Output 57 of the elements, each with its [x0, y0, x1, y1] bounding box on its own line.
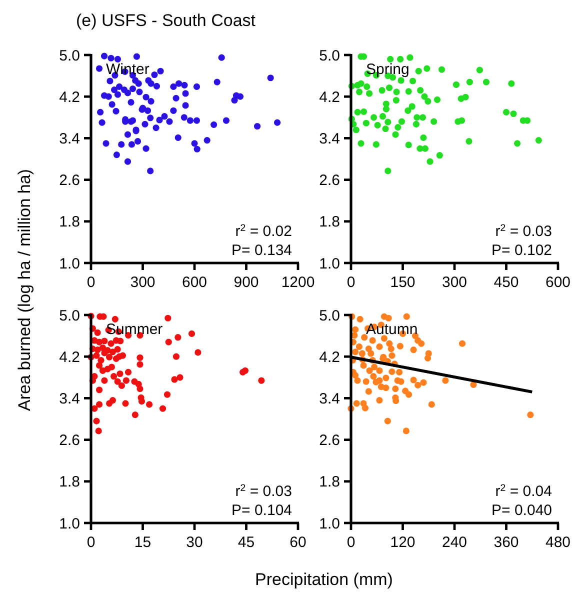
annotation: Spring	[366, 61, 410, 78]
x-tick-label: 120	[390, 534, 416, 551]
annotation: P= 0.134	[232, 242, 292, 259]
annotation: r$^{2}$ = 0.02	[235, 222, 292, 240]
annotation: r$^{2}$ = 0.04	[495, 482, 552, 500]
y-tick-label: 1.0	[319, 515, 340, 532]
y-tick-label: 1.0	[59, 515, 80, 532]
x-tick-label: 0	[86, 274, 96, 291]
y-tick-label: 4.2	[319, 348, 340, 366]
annotation: P= 0.104	[232, 502, 292, 519]
y-tick-label: 4.2	[59, 88, 80, 106]
x-tick-label: 600	[182, 274, 208, 291]
y-tick-label: 3.4	[319, 390, 340, 408]
y-tick-label: 5.0	[59, 47, 80, 64]
x-tick-label: 1200	[281, 274, 315, 291]
chart-title: (e) USFS - South Coast	[76, 11, 256, 30]
x-tick-label: 0	[346, 274, 356, 291]
y-tick-label: 4.2	[59, 348, 80, 366]
annotation: r$^{2}$ = 0.03	[235, 482, 292, 500]
y-tick-label: 2.6	[59, 172, 80, 190]
y-tick-label: 1.0	[59, 255, 80, 272]
x-tick-label: 150	[390, 274, 416, 291]
x-tick-label: 60	[290, 534, 306, 551]
y-tick-label: 1.8	[59, 214, 80, 231]
y-tick-label: 2.6	[59, 432, 80, 450]
x-tick-label: 240	[442, 534, 468, 551]
y-tick-label: 1.8	[319, 214, 340, 231]
x-tick-label: 300	[130, 274, 156, 291]
y-tick-label: 2.6	[319, 432, 340, 450]
x-tick-label: 0	[86, 534, 96, 551]
x-tick-label: 30	[186, 534, 203, 551]
x-tick-label: 600	[545, 274, 571, 291]
annotation: r$^{2}$ = 0.03	[495, 222, 552, 240]
annotation: P= 0.102	[492, 242, 552, 259]
y-tick-label: 2.6	[319, 172, 340, 190]
y-tick-label: 5.0	[319, 307, 340, 324]
x-tick-label: 450	[494, 274, 519, 291]
y-tick-label: 5.0	[319, 47, 340, 64]
x-tick-label: 900	[234, 274, 259, 291]
x-tick-label: 300	[442, 274, 468, 291]
x-tick-label: 45	[238, 534, 255, 551]
y-tick-label: 1.8	[319, 474, 340, 491]
annotation: Winter	[106, 61, 150, 78]
annotation: P= 0.040	[492, 502, 552, 519]
x-tick-label: 480	[545, 534, 571, 551]
y-tick-label: 3.4	[319, 130, 340, 148]
y-axis-title: Area burned (log ha / million ha)	[15, 169, 34, 411]
x-tick-label: 15	[134, 534, 152, 551]
y-tick-label: 3.4	[59, 130, 80, 148]
y-tick-label: 1.8	[59, 474, 80, 491]
y-tick-label: 3.4	[59, 390, 80, 408]
y-tick-label: 1.0	[319, 255, 340, 272]
x-axis-title: Precipitation (mm)	[255, 570, 393, 589]
x-tick-label: 0	[346, 534, 356, 551]
y-tick-label: 5.0	[59, 307, 80, 324]
x-tick-label: 360	[494, 534, 519, 551]
y-tick-label: 4.2	[319, 88, 340, 106]
